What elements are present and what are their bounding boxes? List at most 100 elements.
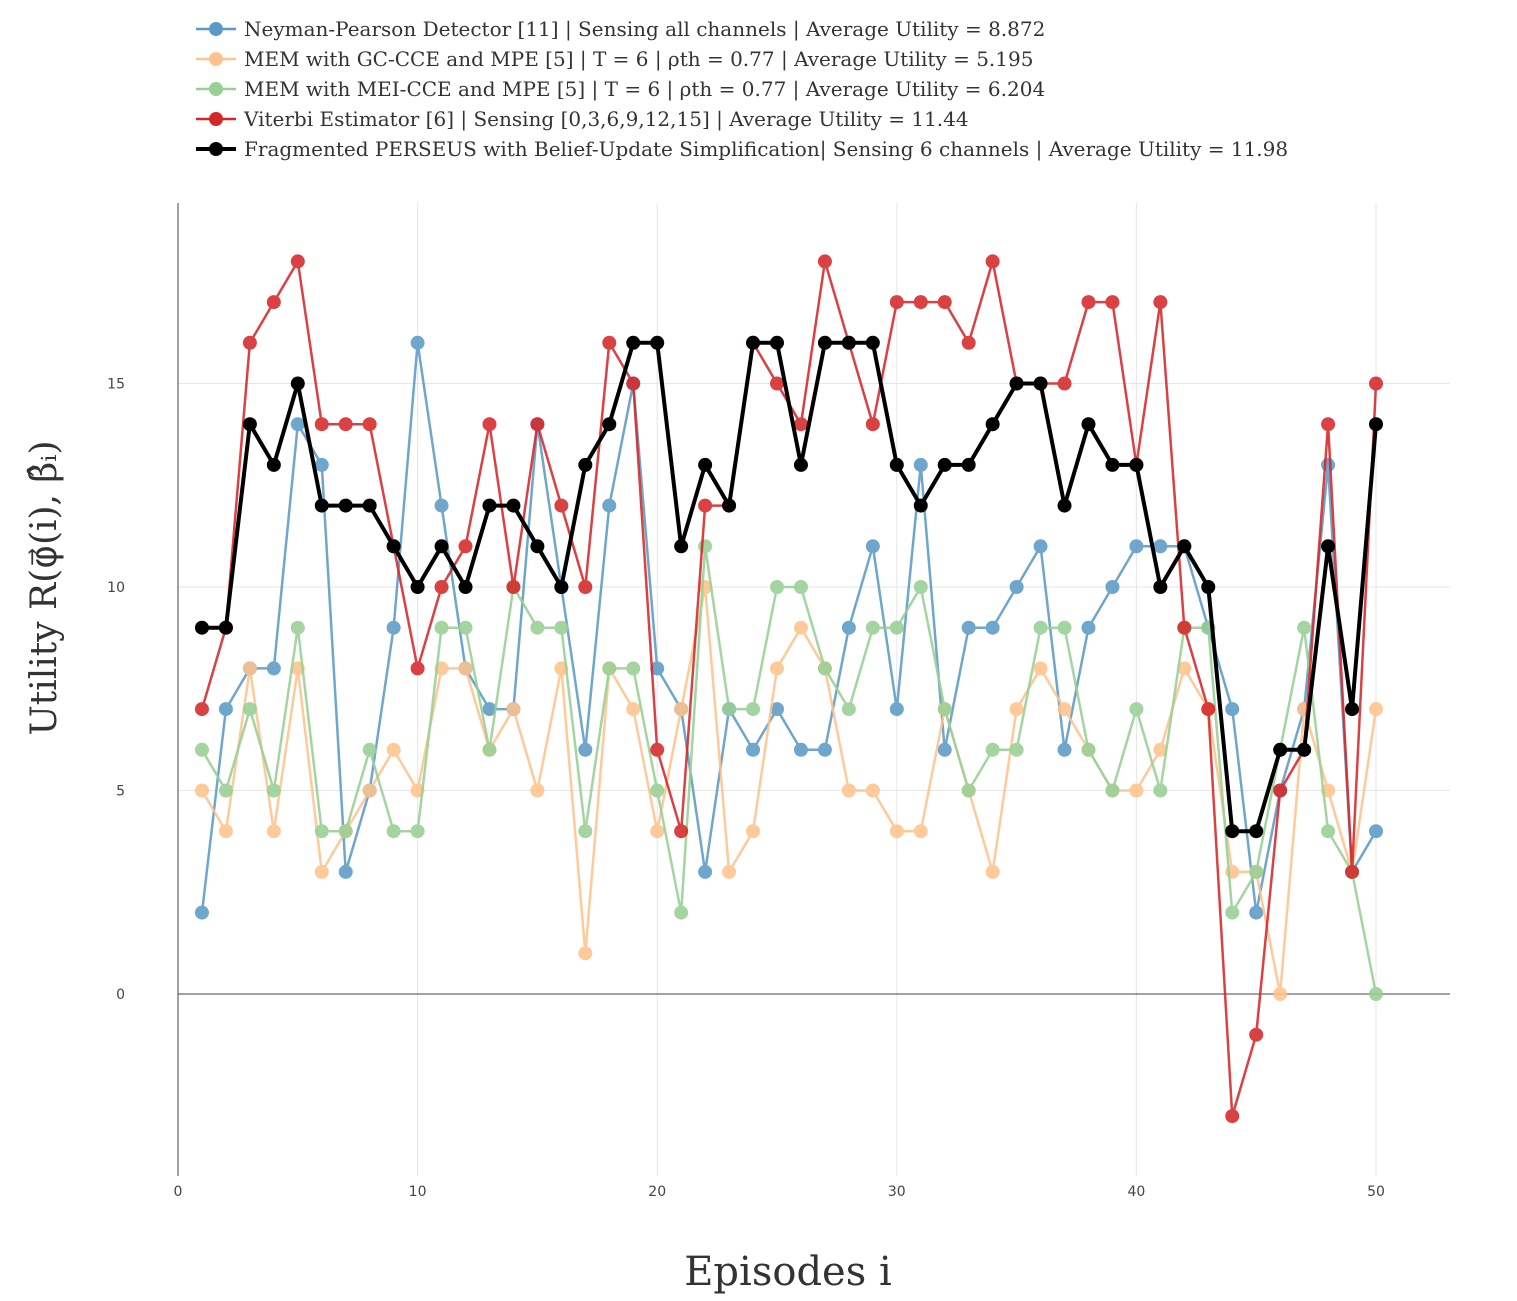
- data-point: [602, 417, 617, 432]
- data-point: [674, 702, 689, 717]
- data-point: [1321, 539, 1336, 554]
- data-point: [602, 498, 617, 513]
- x-tick-label: 50: [1367, 1184, 1385, 1200]
- data-point: [961, 620, 976, 635]
- data-point: [674, 824, 689, 839]
- data-point: [242, 661, 257, 676]
- data-point: [961, 457, 976, 472]
- data-point: [290, 620, 305, 635]
- data-point: [1201, 580, 1216, 594]
- data-point: [482, 702, 497, 717]
- data-point: [314, 417, 329, 432]
- data-point: [290, 254, 305, 269]
- data-point: [362, 783, 377, 798]
- data-point: [698, 539, 713, 554]
- data-point: [1177, 661, 1192, 676]
- legend-item[interactable]: MEM with GC-CCE and MPE [5] | T = 6 | ρt…: [196, 47, 1033, 72]
- data-point: [1201, 702, 1216, 717]
- axes: [177, 203, 1450, 1176]
- data-point: [362, 417, 377, 432]
- data-point: [793, 457, 808, 472]
- legend-label: Neyman-Pearson Detector [11] | Sensing a…: [244, 17, 1045, 42]
- data-point: [1177, 539, 1192, 554]
- data-point: [937, 702, 952, 717]
- legend-item[interactable]: MEM with MEI-CCE and MPE [5] | T = 6 | ρ…: [196, 77, 1045, 102]
- data-point: [1225, 1109, 1240, 1124]
- data-point: [242, 702, 257, 717]
- data-point: [362, 742, 377, 757]
- data-point: [1369, 702, 1383, 717]
- data-point: [1105, 457, 1120, 472]
- data-point: [626, 702, 641, 717]
- legend-label: Fragmented PERSEUS with Belief-Update Si…: [244, 137, 1288, 162]
- data-point: [770, 376, 784, 391]
- y-tick-label: 10: [107, 580, 125, 596]
- tick-labels: 0 10 20 30 40 50 0 5 10 15: [107, 377, 1385, 1201]
- data-point: [1057, 742, 1072, 757]
- data-point: [194, 620, 209, 635]
- data-point: [722, 864, 737, 879]
- y-axis-title: Utility R(φ⃗(i), β̂ᵢ): [24, 440, 65, 735]
- data-point: [458, 580, 473, 594]
- series-line: [201, 340, 1378, 834]
- data-point: [602, 661, 617, 676]
- data-point: [770, 335, 784, 350]
- legend-item[interactable]: Viterbi Estimator [6] | Sensing [0,3,6,9…: [196, 107, 969, 132]
- data-point: [817, 742, 832, 757]
- data-point: [817, 254, 832, 269]
- data-point: [698, 498, 713, 513]
- data-point: [674, 539, 689, 554]
- series-5: [194, 335, 1383, 839]
- data-point: [1081, 417, 1096, 432]
- data-point: [1297, 742, 1312, 757]
- data-point: [817, 661, 832, 676]
- data-point: [913, 580, 928, 594]
- data-point: [242, 417, 257, 432]
- data-point: [434, 620, 449, 635]
- legend-item[interactable]: Neyman-Pearson Detector [11] | Sensing a…: [196, 17, 1045, 42]
- series-line: [200, 585, 1378, 996]
- data-point: [1129, 457, 1144, 472]
- data-point: [1369, 417, 1383, 432]
- data-point: [841, 783, 856, 798]
- data-series: [194, 254, 1383, 1124]
- data-point: [1345, 864, 1360, 879]
- data-point: [889, 457, 904, 472]
- data-point: [889, 702, 904, 717]
- data-point: [1081, 295, 1096, 310]
- data-point: [913, 295, 928, 310]
- data-point: [218, 783, 233, 798]
- data-point: [482, 742, 497, 757]
- y-tick-label: 0: [116, 987, 125, 1003]
- data-point: [770, 580, 784, 594]
- data-point: [1369, 376, 1383, 391]
- data-point: [386, 824, 401, 839]
- data-point: [602, 335, 617, 350]
- data-point: [793, 417, 808, 432]
- data-point: [1249, 1027, 1264, 1042]
- data-point: [913, 824, 928, 839]
- data-point: [1009, 580, 1024, 594]
- data-point: [458, 661, 473, 676]
- data-point: [506, 702, 521, 717]
- legend[interactable]: Neyman-Pearson Detector [11] | Sensing a…: [196, 17, 1288, 162]
- data-point: [218, 620, 233, 635]
- data-point: [746, 742, 761, 757]
- data-point: [410, 335, 425, 350]
- data-point: [1057, 702, 1072, 717]
- data-point: [1033, 539, 1048, 554]
- data-point: [1297, 620, 1312, 635]
- data-point: [554, 580, 569, 594]
- legend-label: MEM with MEI-CCE and MPE [5] | T = 6 | ρ…: [244, 77, 1045, 102]
- data-point: [746, 824, 761, 839]
- legend-item[interactable]: Fragmented PERSEUS with Belief-Update Si…: [196, 137, 1288, 162]
- data-point: [698, 864, 713, 879]
- data-point: [1249, 905, 1264, 920]
- data-point: [578, 580, 593, 594]
- legend-label: Viterbi Estimator [6] | Sensing [0,3,6,9…: [243, 107, 969, 132]
- data-point: [530, 417, 545, 432]
- data-point: [1153, 580, 1168, 594]
- data-point: [578, 946, 593, 961]
- data-point: [338, 417, 353, 432]
- data-point: [1225, 824, 1240, 839]
